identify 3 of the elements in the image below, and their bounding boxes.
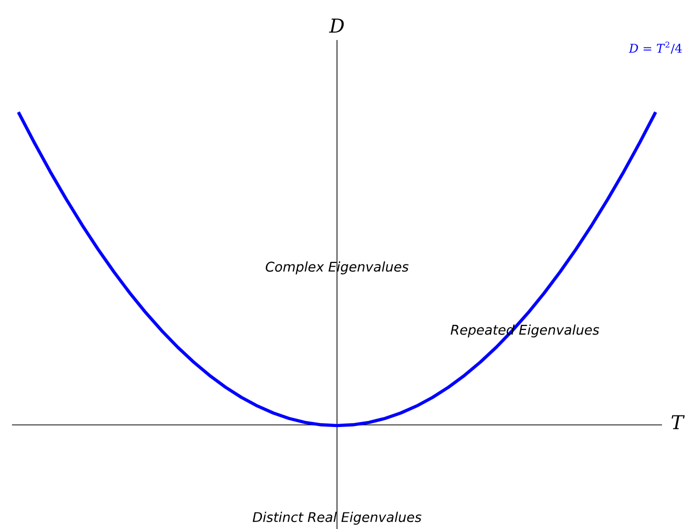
text: D = T$^{2}$/4: [628, 41, 682, 54]
y-axis-title: D: [329, 18, 344, 32]
x-axis-title: T: [672, 414, 685, 429]
